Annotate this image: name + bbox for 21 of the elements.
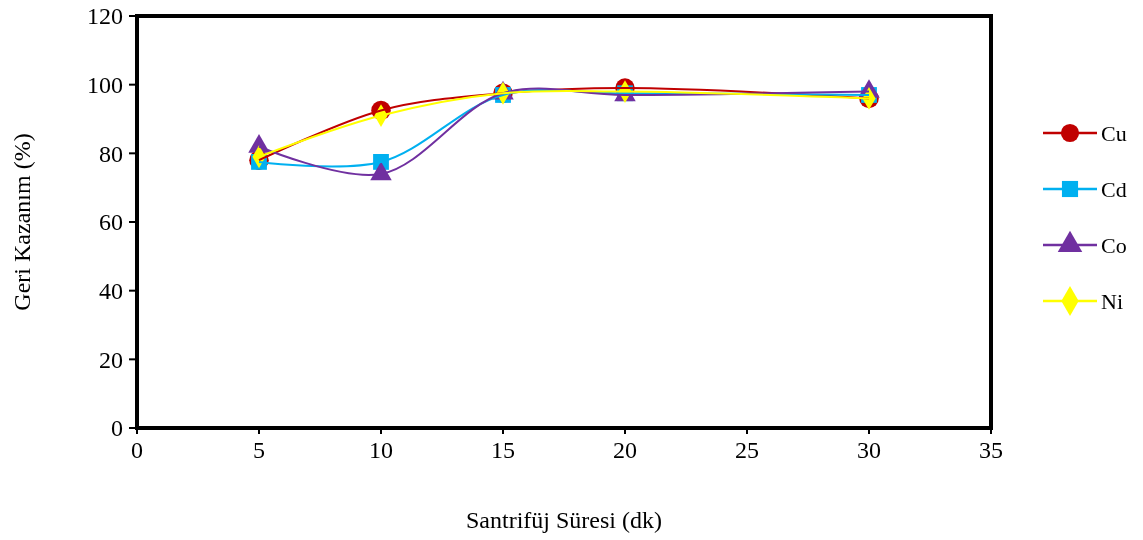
y-tick-label: 0 — [111, 415, 123, 442]
x-tick-label: 25 — [735, 437, 759, 463]
y-tick-label: 80 — [99, 140, 123, 167]
y-tick-label: 120 — [87, 3, 123, 30]
legend-label: Cu — [1101, 120, 1127, 146]
x-tick-label: 35 — [979, 437, 1003, 463]
y-tick-label: 60 — [99, 209, 123, 236]
x-tick-label: 10 — [369, 437, 393, 463]
legend-label: Co — [1101, 232, 1127, 258]
x-tick-label: 0 — [131, 437, 143, 463]
x-tick-label: 20 — [613, 437, 637, 463]
x-tick-label: 15 — [491, 437, 515, 463]
legend-label: Ni — [1101, 288, 1123, 314]
y-axis-title: Geri Kazanım (%) — [9, 133, 35, 311]
y-tick-label: 100 — [87, 72, 123, 99]
x-tick-label: 30 — [857, 437, 881, 463]
y-tick-label: 40 — [99, 278, 123, 305]
legend-label: Cd — [1101, 176, 1127, 202]
x-tick-label: 5 — [253, 437, 265, 463]
x-axis-title: Santrifüj Süresi (dk) — [466, 507, 662, 533]
y-tick-label: 20 — [99, 346, 123, 373]
